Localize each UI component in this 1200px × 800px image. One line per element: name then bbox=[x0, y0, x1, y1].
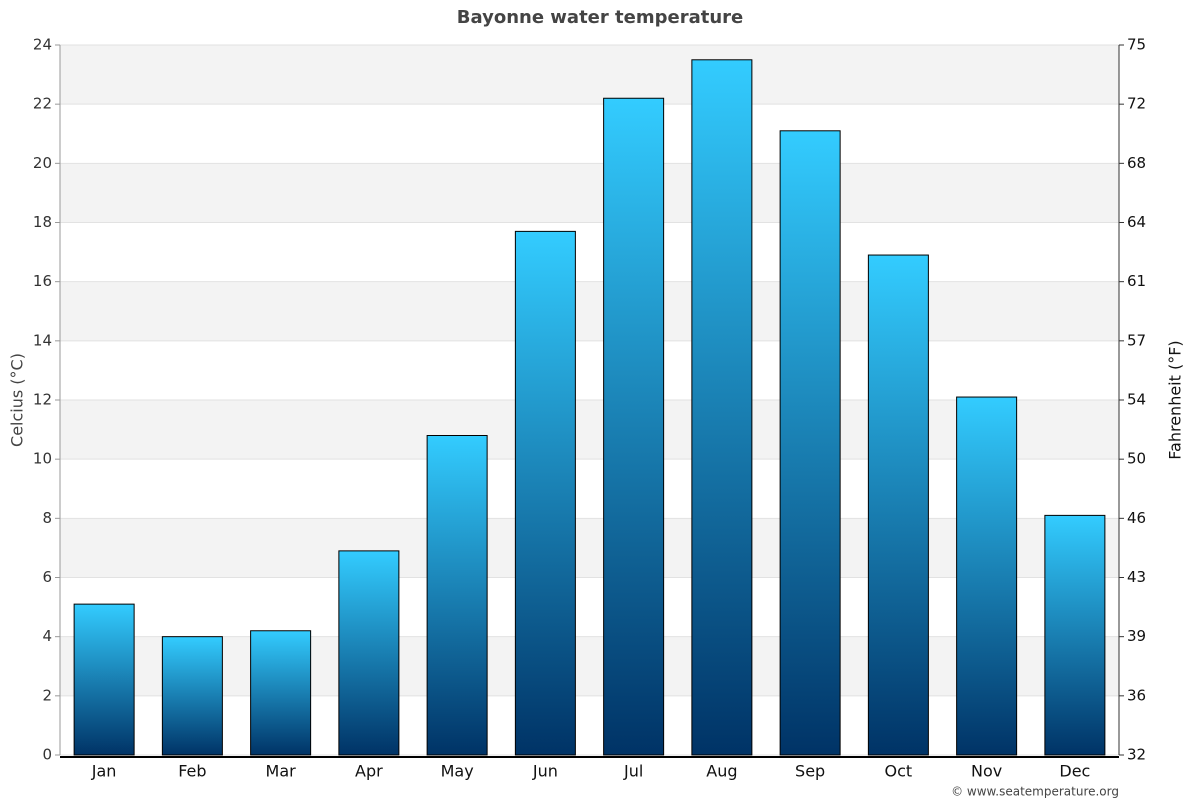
x-tick-label: Jan bbox=[91, 762, 117, 781]
bar bbox=[603, 97, 665, 756]
y-tick-label: 8 bbox=[42, 509, 52, 527]
grid-band bbox=[60, 45, 1119, 105]
x-tick-label: Nov bbox=[971, 762, 1002, 781]
y-tick-label: 20 bbox=[33, 154, 52, 172]
y2-tick-label: 54 bbox=[1127, 391, 1146, 409]
y2-tick-label: 43 bbox=[1127, 568, 1146, 586]
x-tick-label: Jun bbox=[532, 762, 558, 781]
y-axis-label: Celcius (°C) bbox=[8, 353, 27, 447]
x-tick-label: Feb bbox=[178, 762, 206, 781]
bar bbox=[1044, 514, 1106, 756]
y2-tick-label: 36 bbox=[1127, 686, 1146, 704]
x-tick-label: Oct bbox=[885, 762, 913, 781]
y2-tick-label: 57 bbox=[1127, 331, 1146, 349]
grid-band bbox=[60, 163, 1119, 223]
bar bbox=[779, 130, 841, 756]
bar bbox=[250, 630, 312, 756]
y-tick-label: 10 bbox=[33, 450, 52, 468]
y2-tick-label: 68 bbox=[1127, 154, 1146, 172]
y-tick-label: 2 bbox=[42, 686, 52, 704]
x-tick-label: Jul bbox=[623, 762, 643, 781]
y2-axis-label: Fahrenheit (°F) bbox=[1166, 340, 1185, 459]
x-tick-label: May bbox=[441, 762, 474, 781]
credit: © www.seatemperature.org bbox=[951, 785, 1119, 799]
y2-tick-label: 75 bbox=[1127, 36, 1146, 54]
grid-band bbox=[60, 636, 1119, 696]
y-tick-label: 22 bbox=[33, 95, 52, 113]
grid-band bbox=[60, 281, 1119, 341]
bar bbox=[867, 254, 929, 756]
chart-title: Bayonne water temperature bbox=[457, 7, 743, 28]
y-tick-label: 18 bbox=[33, 213, 52, 231]
y2-tick-label: 72 bbox=[1127, 95, 1146, 113]
y2-tick-label: 61 bbox=[1127, 272, 1146, 290]
y-tick-label: 16 bbox=[33, 272, 52, 290]
grid-band bbox=[60, 400, 1119, 460]
y-tick-label: 24 bbox=[33, 36, 52, 54]
y-tick-label: 12 bbox=[33, 391, 52, 409]
bar bbox=[338, 550, 400, 756]
x-tick-label: Sep bbox=[795, 762, 825, 781]
y2-tick-label: 39 bbox=[1127, 627, 1146, 645]
y2-tick-label: 64 bbox=[1127, 213, 1146, 231]
bar bbox=[691, 59, 753, 756]
bar bbox=[426, 435, 488, 756]
y2-tick-label: 32 bbox=[1127, 746, 1146, 764]
x-tick-label: Mar bbox=[266, 762, 297, 781]
bar bbox=[161, 636, 223, 756]
bar bbox=[956, 396, 1018, 756]
y2-tick-label: 50 bbox=[1127, 450, 1146, 468]
bar bbox=[73, 603, 135, 756]
x-tick-label: Dec bbox=[1059, 762, 1090, 781]
y-tick-label: 0 bbox=[42, 746, 52, 764]
y2-tick-label: 46 bbox=[1127, 509, 1146, 527]
bar bbox=[514, 230, 576, 756]
y-tick-label: 4 bbox=[42, 627, 52, 645]
x-tick-label: Apr bbox=[355, 762, 383, 781]
x-tick-label: Aug bbox=[706, 762, 737, 781]
y-tick-label: 14 bbox=[33, 331, 52, 349]
grid-band bbox=[60, 518, 1119, 578]
y-tick-label: 6 bbox=[42, 568, 52, 586]
